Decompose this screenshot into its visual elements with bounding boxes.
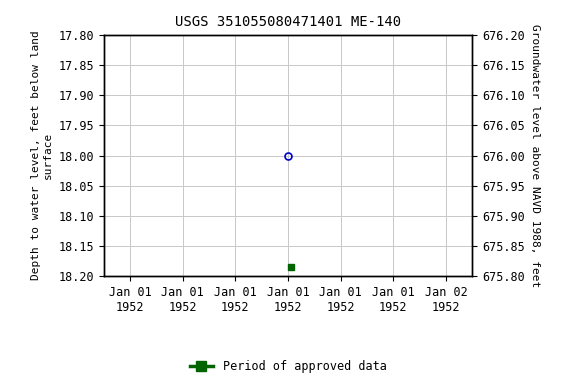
Y-axis label: Depth to water level, feet below land
surface: Depth to water level, feet below land su… — [31, 31, 53, 280]
Title: USGS 351055080471401 ME-140: USGS 351055080471401 ME-140 — [175, 15, 401, 29]
Y-axis label: Groundwater level above NAVD 1988, feet: Groundwater level above NAVD 1988, feet — [530, 24, 540, 287]
Legend: Period of approved data: Period of approved data — [185, 356, 391, 378]
